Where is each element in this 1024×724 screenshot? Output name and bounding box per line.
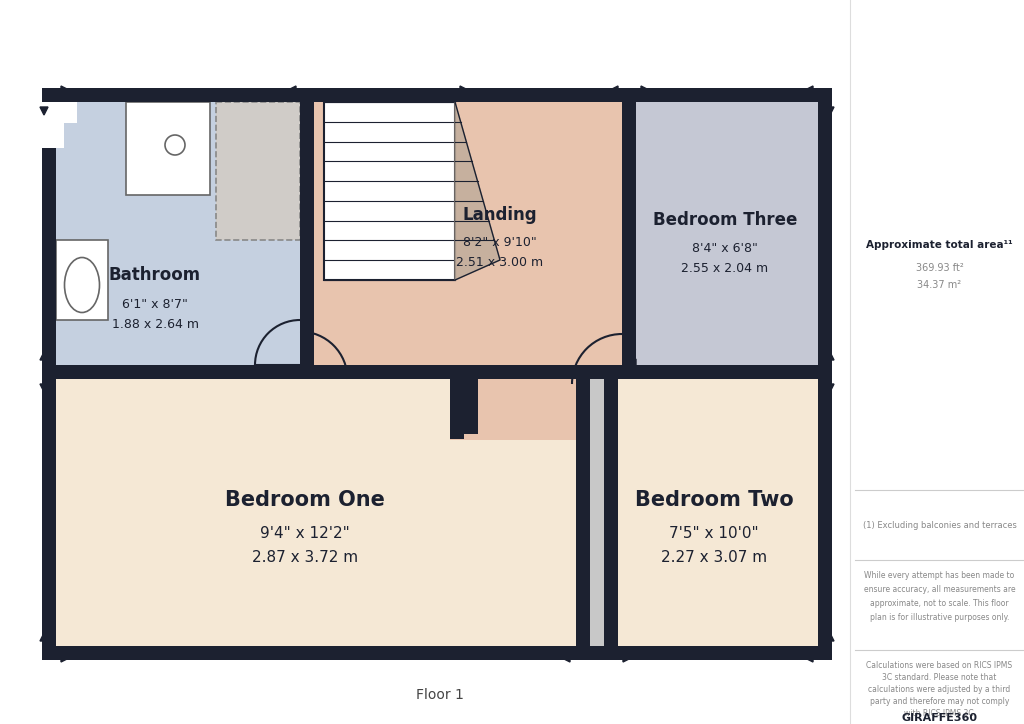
Text: 7'5" x 10'0": 7'5" x 10'0"	[670, 526, 759, 541]
Text: Landing: Landing	[463, 206, 538, 224]
Bar	[604, 379, 618, 646]
Polygon shape	[822, 359, 830, 367]
Bar	[450, 365, 464, 439]
Text: plan is for illustrative purposes only.: plan is for illustrative purposes only.	[869, 613, 1010, 621]
Bar	[395, 365, 545, 379]
Text: 8'2" x 9'10": 8'2" x 9'10"	[463, 235, 537, 248]
Polygon shape	[641, 86, 649, 94]
Text: Calculations were based on RICS IPMS: Calculations were based on RICS IPMS	[866, 660, 1013, 670]
Bar	[300, 102, 314, 365]
Bar	[42, 88, 831, 660]
Polygon shape	[40, 352, 48, 360]
Bar	[300, 102, 314, 379]
Polygon shape	[61, 654, 69, 662]
Bar	[216, 102, 300, 240]
Text: Floor 1: Floor 1	[416, 688, 464, 702]
Polygon shape	[455, 102, 500, 280]
Text: 2.87 x 3.72 m: 2.87 x 3.72 m	[252, 550, 358, 565]
Bar	[310, 102, 622, 365]
Polygon shape	[826, 633, 834, 641]
Bar	[575, 365, 590, 646]
Text: While every attempt has been made to: While every attempt has been made to	[864, 571, 1015, 579]
Polygon shape	[40, 107, 48, 115]
Polygon shape	[805, 86, 813, 94]
Text: 2.55 x 2.04 m: 2.55 x 2.04 m	[681, 261, 769, 274]
Text: calculations were adjusted by a third: calculations were adjusted by a third	[868, 684, 1011, 694]
Bar	[818, 88, 831, 660]
Text: 8'4" x 6'8": 8'4" x 6'8"	[692, 242, 758, 255]
Bar	[56, 365, 310, 379]
Text: party and therefore may not comply: party and therefore may not comply	[869, 696, 1010, 705]
Bar	[604, 379, 618, 440]
Polygon shape	[805, 654, 813, 662]
Bar	[622, 365, 818, 379]
Text: 6'1" x 8'7": 6'1" x 8'7"	[122, 298, 188, 311]
Bar	[324, 102, 455, 280]
Polygon shape	[460, 86, 468, 94]
Bar	[450, 379, 478, 434]
Polygon shape	[826, 107, 834, 115]
Text: Bedroom Three: Bedroom Three	[653, 211, 798, 229]
Bar	[450, 379, 575, 440]
Text: 1.88 x 2.64 m: 1.88 x 2.64 m	[112, 319, 199, 332]
Text: ensure accuracy, all measurements are: ensure accuracy, all measurements are	[863, 584, 1016, 594]
Bar	[42, 88, 831, 102]
Text: 2.27 x 3.07 m: 2.27 x 3.07 m	[660, 550, 767, 565]
Bar	[42, 88, 56, 660]
Bar	[56, 379, 575, 646]
Bar	[622, 102, 636, 365]
Bar	[56, 102, 310, 365]
Bar	[324, 102, 455, 278]
Text: Bedroom Two: Bedroom Two	[635, 490, 794, 510]
Text: with RICS IPMS 3C.: with RICS IPMS 3C.	[903, 709, 976, 717]
Bar	[56, 240, 108, 320]
Text: 34.37 m²: 34.37 m²	[918, 280, 962, 290]
Bar	[42, 88, 77, 102]
Text: 3C standard. Please note that: 3C standard. Please note that	[883, 673, 996, 681]
Bar	[575, 379, 604, 646]
Polygon shape	[826, 352, 834, 360]
Text: (1) Excluding balconies and terraces: (1) Excluding balconies and terraces	[862, 521, 1017, 529]
Text: 9'4" x 12'2": 9'4" x 12'2"	[260, 526, 350, 541]
Polygon shape	[40, 384, 48, 392]
Ellipse shape	[65, 258, 99, 313]
Bar	[636, 102, 818, 365]
Polygon shape	[826, 384, 834, 392]
Bar	[42, 646, 831, 660]
Polygon shape	[40, 633, 48, 641]
Bar	[56, 365, 818, 379]
Text: GIRAFFE360: GIRAFFE360	[901, 713, 978, 723]
Text: Approximate total area¹¹: Approximate total area¹¹	[866, 240, 1013, 250]
Text: 2.51 x 3.00 m: 2.51 x 3.00 m	[457, 256, 544, 269]
Polygon shape	[61, 86, 69, 94]
Polygon shape	[562, 654, 570, 662]
Text: Bathroom: Bathroom	[109, 266, 201, 284]
Polygon shape	[628, 359, 636, 367]
Text: Bedroom One: Bedroom One	[225, 490, 385, 510]
Bar	[618, 379, 818, 646]
Text: approximate, not to scale. This floor: approximate, not to scale. This floor	[870, 599, 1009, 607]
Bar	[126, 102, 210, 195]
Text: 369.93 ft²: 369.93 ft²	[915, 263, 964, 273]
Bar	[42, 88, 77, 123]
Bar	[42, 123, 63, 148]
Polygon shape	[610, 86, 618, 94]
Polygon shape	[623, 654, 631, 662]
Polygon shape	[288, 86, 296, 94]
